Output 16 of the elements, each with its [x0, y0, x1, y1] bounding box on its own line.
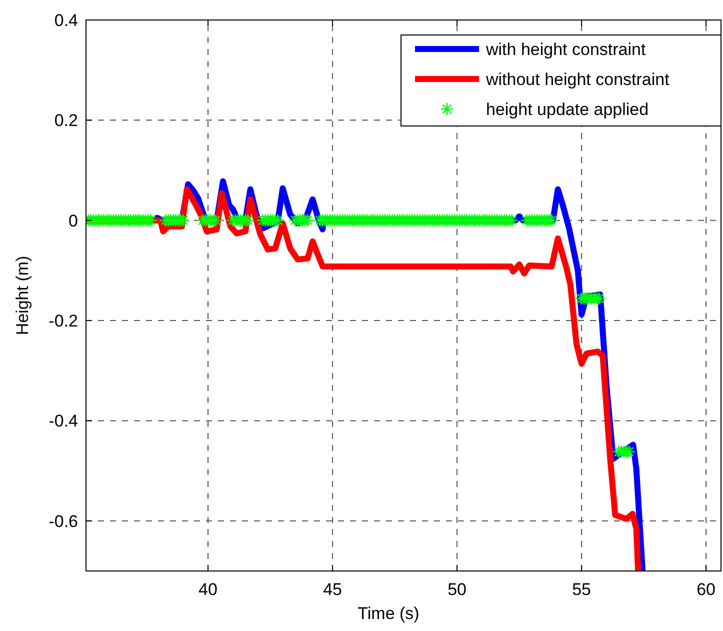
- x-tick-label: 50: [448, 580, 466, 599]
- x-axis-title: Time (s): [358, 604, 420, 623]
- x-tick-label: 55: [572, 580, 592, 599]
- x-tick-label: 40: [198, 580, 218, 599]
- y-axis-title: Height (m): [13, 256, 32, 336]
- y-tick-label: 0.2: [54, 111, 78, 130]
- y-tick-label: -0.6: [48, 512, 78, 531]
- legend-label: without height constraint: [485, 70, 670, 89]
- legend-label: with height constraint: [485, 40, 646, 59]
- y-tick-label: -0.4: [48, 412, 78, 431]
- x-tick-label: 45: [323, 580, 342, 599]
- x-tick-label: 60: [696, 580, 716, 599]
- y-tick-label: -0.2: [48, 312, 78, 331]
- y-tick-label: 0: [68, 211, 78, 230]
- legend-label: height update applied: [486, 100, 649, 119]
- y-tick-label: 0.4: [54, 11, 78, 30]
